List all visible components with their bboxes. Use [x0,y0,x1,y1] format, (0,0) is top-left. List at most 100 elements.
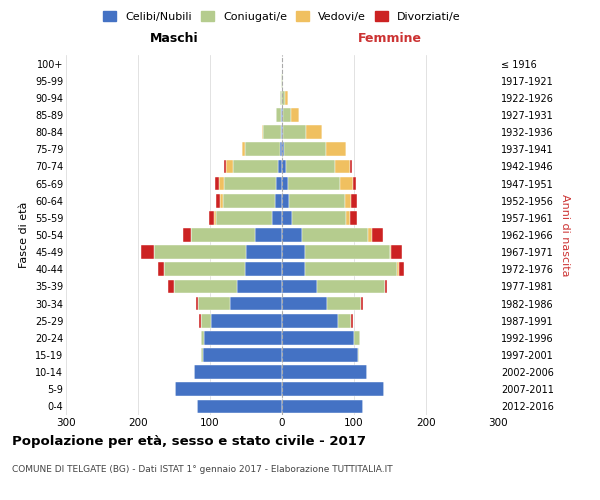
Bar [214,211,216,224]
Bar [282,108,283,122]
Bar [191,228,254,242]
Bar [358,348,359,362]
Bar [220,194,223,207]
Bar [391,246,402,259]
Bar [204,331,282,344]
Bar [215,176,218,190]
Bar [281,108,282,122]
Bar [197,400,282,413]
Bar [168,280,174,293]
Bar [282,74,283,88]
Bar [209,211,214,224]
Bar [288,176,340,190]
Bar [368,228,372,242]
Bar [351,194,357,207]
Text: Popolazione per età, sesso e stato civile - 2017: Popolazione per età, sesso e stato civil… [12,435,366,448]
Bar [283,126,307,139]
Bar [282,246,305,259]
Bar [390,246,391,259]
Bar [262,126,263,139]
Bar [233,160,278,173]
Bar [224,160,226,173]
Bar [158,262,164,276]
Bar [275,194,282,207]
Bar [282,91,285,104]
Bar [282,366,367,379]
Bar [282,126,283,139]
Bar [198,296,230,310]
Bar [217,194,220,207]
Bar [354,331,360,344]
Bar [175,382,282,396]
Bar [350,211,357,224]
Bar [280,91,282,104]
Text: Maschi: Maschi [149,32,199,44]
Bar [254,228,282,242]
Bar [283,108,292,122]
Bar [281,74,282,88]
Bar [353,176,356,190]
Bar [289,194,346,207]
Bar [282,314,338,328]
Bar [346,194,351,207]
Bar [285,91,288,104]
Bar [200,314,211,328]
Bar [164,262,245,276]
Bar [282,228,302,242]
Bar [202,348,203,362]
Bar [326,142,346,156]
Y-axis label: Fasce di età: Fasce di età [19,202,29,268]
Bar [275,108,281,122]
Bar [194,366,282,379]
Bar [242,142,245,156]
Bar [218,176,224,190]
Bar [282,382,384,396]
Bar [281,126,282,139]
Bar [263,126,281,139]
Bar [338,314,351,328]
Bar [282,176,288,190]
Legend: Celibi/Nubili, Coniugati/e, Vedovi/e, Divorziati/e: Celibi/Nubili, Coniugati/e, Vedovi/e, Di… [100,8,464,25]
Bar [230,296,282,310]
Y-axis label: Anni di nascita: Anni di nascita [560,194,571,276]
Bar [292,108,299,122]
Bar [282,348,358,362]
Bar [282,280,317,293]
Bar [216,211,272,224]
Bar [246,246,282,259]
Bar [238,280,282,293]
Bar [340,176,353,190]
Bar [317,280,385,293]
Bar [302,228,368,242]
Bar [292,211,346,224]
Text: COMUNE DI TELGATE (BG) - Dati ISTAT 1° gennaio 2017 - Elaborazione TUTTITALIA.IT: COMUNE DI TELGATE (BG) - Dati ISTAT 1° g… [12,465,392,474]
Bar [326,296,361,310]
Bar [282,296,326,310]
Bar [174,280,238,293]
Bar [245,142,280,156]
Bar [282,142,284,156]
Bar [282,160,286,173]
Bar [305,246,390,259]
Bar [141,246,154,259]
Bar [200,331,204,344]
Bar [154,246,246,259]
Bar [350,160,352,173]
Bar [199,314,200,328]
Bar [211,314,282,328]
Bar [398,262,404,276]
Bar [280,142,282,156]
Bar [272,211,282,224]
Bar [276,176,282,190]
Bar [226,160,233,173]
Bar [385,280,387,293]
Bar [223,194,275,207]
Bar [203,348,282,362]
Text: Femmine: Femmine [358,32,422,44]
Bar [184,228,191,242]
Bar [397,262,398,276]
Bar [335,160,350,173]
Bar [224,176,276,190]
Bar [282,262,305,276]
Bar [282,211,292,224]
